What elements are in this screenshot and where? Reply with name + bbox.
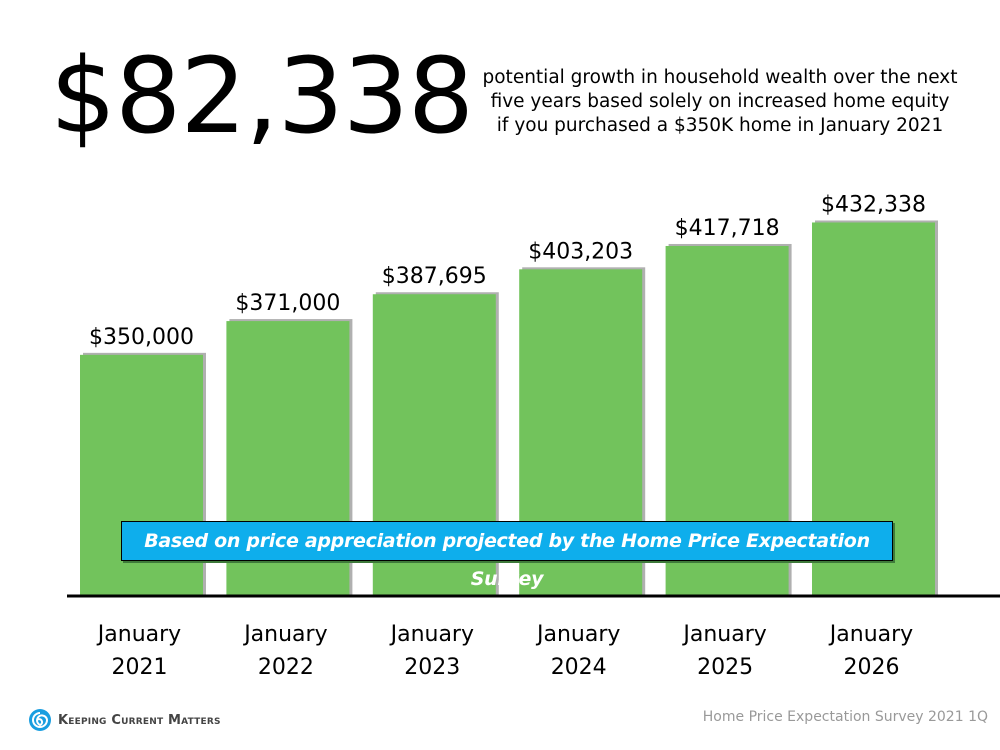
description-line: if you purchased a $350K home in January… xyxy=(496,115,944,136)
data-label: $403,203 xyxy=(528,239,633,264)
description-line: potential growth in household wealth ove… xyxy=(482,67,958,88)
headline-value: $82,338 xyxy=(50,35,474,157)
x-tick-label: January xyxy=(96,622,181,647)
x-tick-label: January xyxy=(681,622,766,647)
source-note: Home Price Expectation Survey 2021 1Q xyxy=(702,709,988,725)
swirl-icon xyxy=(29,709,51,731)
data-labels-group: $350,000 $371,000 $387,695 $403,203 $417,718… xyxy=(89,192,926,349)
logo-text: Keeping Current Matters xyxy=(58,712,221,728)
x-tick-label: 2023 xyxy=(404,655,460,680)
data-label: $371,000 xyxy=(235,291,340,316)
headline-description: potential growth in household wealth ove… xyxy=(470,66,970,138)
x-tick-label: 2022 xyxy=(258,655,314,680)
x-tick-label: 2021 xyxy=(112,655,168,680)
description-line: five years based solely on increased hom… xyxy=(490,91,950,112)
x-tick-label: January xyxy=(242,622,327,647)
x-tick-labels-group: January 2021 January 2022 January 2023 January… xyxy=(96,622,913,680)
x-tick-label: January xyxy=(535,622,620,647)
kcm-logo: Keeping Current Matters xyxy=(28,708,221,732)
methodology-banner: Based on price appreciation projected by… xyxy=(121,521,893,590)
data-label: $417,718 xyxy=(675,216,780,241)
x-tick-label: 2024 xyxy=(551,655,607,680)
data-label: $350,000 xyxy=(89,325,194,350)
x-tick-label: 2026 xyxy=(844,655,900,680)
x-tick-label: 2025 xyxy=(697,655,753,680)
x-tick-label: January xyxy=(828,622,913,647)
data-label: $432,338 xyxy=(821,192,926,217)
data-label: $387,695 xyxy=(382,264,487,289)
x-tick-label: January xyxy=(389,622,474,647)
